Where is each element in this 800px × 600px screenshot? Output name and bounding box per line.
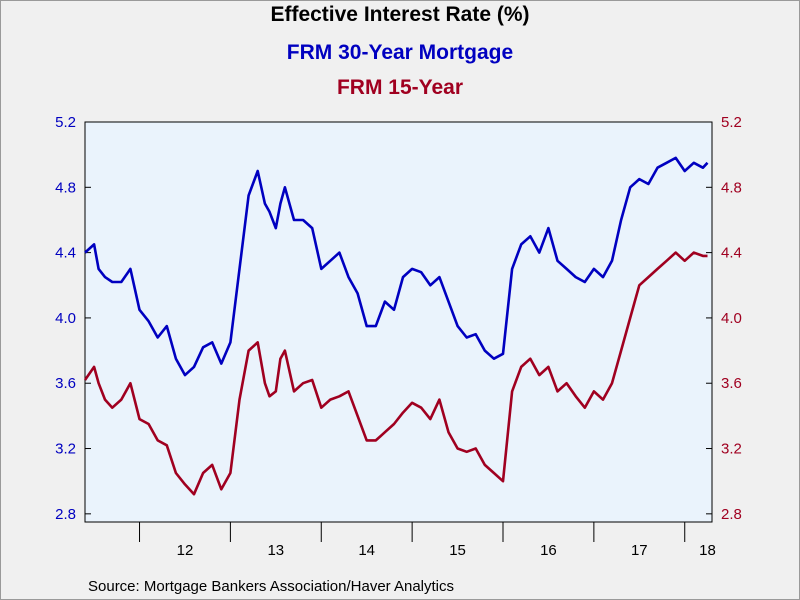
y-tick-label-left: 4.4 [55, 245, 76, 262]
plot-area [84, 121, 713, 523]
y-tick-label-right: 4.4 [721, 245, 742, 262]
y-tick-label-left: 4.0 [55, 310, 76, 327]
x-tick-label: 13 [267, 542, 284, 559]
x-tick-label: 17 [631, 542, 648, 559]
y-tick-label-left: 5.2 [55, 114, 76, 131]
x-tick-label: 12 [177, 542, 194, 559]
x-tick-label: 14 [358, 542, 375, 559]
source-note: Source: Mortgage Bankers Association/Hav… [88, 578, 455, 595]
y-tick-label-left: 4.8 [55, 179, 76, 196]
legend-series-30-year: FRM 30-Year Mortgage [286, 41, 514, 64]
series-line-30-year [84, 156, 709, 377]
x-tick-label: 16 [540, 542, 557, 559]
chart-title: Effective Interest Rate (%) [270, 3, 530, 26]
legend-series-15-year: FRM 15-Year [336, 76, 464, 99]
y-tick-label-right: 3.2 [721, 441, 742, 458]
y-tick-label-right: 3.6 [721, 375, 742, 392]
x-tick-label: 15 [449, 542, 466, 559]
y-tick-label-left: 3.2 [55, 441, 76, 458]
series-line-15-year [83, 251, 708, 496]
y-tick-label-left: 2.8 [55, 506, 76, 523]
y-tick-label-right: 4.8 [721, 179, 742, 196]
x-tick-label: 18 [699, 542, 716, 559]
y-tick-label-right: 5.2 [721, 114, 742, 131]
y-tick-label-right: 2.8 [721, 506, 742, 523]
y-tick-label-right: 4.0 [721, 310, 742, 327]
y-tick-label-left: 3.6 [55, 375, 76, 392]
